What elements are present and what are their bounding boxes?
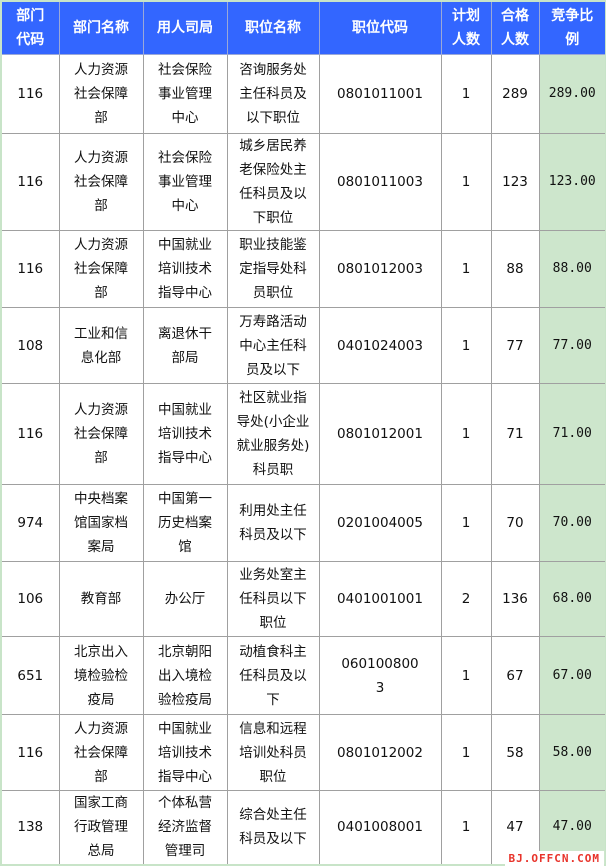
bureau-cell: 中国就业 培训技术 指导中心 — [142, 714, 228, 791]
table-row: 108 工业和信 息化部 离退休干 部局 万寿路活动 中心主任科 员及以下 040102… — [0, 307, 606, 384]
position-name-cell: 动植食科主 任科员及以 下 — [226, 636, 320, 715]
column-header: 职位代码 — [318, 0, 442, 55]
position-name-cell: 利用处主任 科员及以下 — [226, 484, 320, 562]
dept-name-cell: 国家工商 行政管理 总局 — [58, 790, 144, 865]
planned-count-cell: 1 — [440, 383, 492, 485]
position-name-cell: 万寿路活动 中心主任科 员及以下 — [226, 307, 320, 384]
dept-name-cell: 教育部 — [58, 561, 144, 637]
header-row: 部门 代码 部门名称 用人司局 职位名称 职位代码 计划 人数 合格 人数 竞争比 例 — [0, 0, 606, 55]
dept-code-cell: 651 — [0, 636, 60, 715]
watermark: BJ.OFFCN.COM — [504, 851, 604, 866]
table-row: 116 人力资源 社会保障 部中国就业 培训技术 指导中心 职业技能鉴 定指导处科 … — [0, 230, 606, 308]
column-header: 竞争比 例 — [538, 0, 606, 55]
table-row: 106 教育部 办公厅 业务处室主 任科员以下 职位 0401001001 2 136 68.… — [0, 561, 606, 637]
position-name-cell: 城乡居民养 老保险处主 任科员及以 下职位 — [226, 133, 320, 231]
planned-count-cell: 1 — [440, 307, 492, 384]
position-name-cell: 业务处室主 任科员以下 职位 — [226, 561, 320, 637]
dept-name-cell: 人力资源 社会保障 部 — [58, 714, 144, 791]
dept-code-cell: 106 — [0, 561, 60, 637]
competition-ratio-cell: 123.00 — [538, 133, 606, 231]
position-name-cell: 社区就业指 导处(小企业 就业服务处) 科员职 — [226, 383, 320, 485]
dept-name-cell: 工业和信 息化部 — [58, 307, 144, 384]
dept-name-cell: 中央档案 馆国家档 案局 — [58, 484, 144, 562]
competition-ratio-cell: 70.00 — [538, 484, 606, 562]
dept-code-cell: 974 — [0, 484, 60, 562]
dept-code-cell: 116 — [0, 54, 60, 134]
dept-name-cell: 人力资源 社会保障 部 — [58, 383, 144, 485]
bureau-cell: 个体私营 经济监督 管理司 — [142, 790, 228, 865]
table-row: 651 北京出入 境检验检 疫局 北京朝阳 出入境检 验检疫局 动植食科主 任科员及以… — [0, 636, 606, 715]
dept-code-cell: 116 — [0, 383, 60, 485]
qualified-count-cell: 123 — [490, 133, 540, 231]
qualified-count-cell: 70 — [490, 484, 540, 562]
planned-count-cell: 1 — [440, 714, 492, 791]
qualified-count-cell: 88 — [490, 230, 540, 308]
position-code-cell: 0801012003 — [318, 230, 442, 308]
competition-ratio-cell: 58.00 — [538, 714, 606, 791]
bureau-cell: 中国就业 培训技术 指导中心 — [142, 230, 228, 308]
column-header: 职位名称 — [226, 0, 320, 55]
table-row: 116 人力资源 社会保障 部中国就业 培训技术 指导中心 信息和远程 培训处科员 … — [0, 714, 606, 791]
position-code-cell: 0801012001 — [318, 383, 442, 485]
column-header: 计划 人数 — [440, 0, 492, 55]
competition-ratio-cell: 77.00 — [538, 307, 606, 384]
table-row: 974 中央档案 馆国家档 案局 中国第一 历史档案 馆利用处主任 科员及以下 020… — [0, 484, 606, 562]
planned-count-cell: 1 — [440, 230, 492, 308]
position-code-cell: 0401001001 — [318, 561, 442, 637]
position-name-cell: 咨询服务处 主任科员及 以下职位 — [226, 54, 320, 134]
planned-count-cell: 1 — [440, 790, 492, 865]
dept-name-cell: 北京出入 境检验检 疫局 — [58, 636, 144, 715]
competition-ratio-cell: 71.00 — [538, 383, 606, 485]
qualified-count-cell: 71 — [490, 383, 540, 485]
bureau-cell: 北京朝阳 出入境检 验检疫局 — [142, 636, 228, 715]
bureau-cell: 离退休干 部局 — [142, 307, 228, 384]
dept-code-cell: 116 — [0, 133, 60, 231]
planned-count-cell: 1 — [440, 636, 492, 715]
bureau-cell: 中国就业 培训技术 指导中心 — [142, 383, 228, 485]
dept-code-cell: 116 — [0, 230, 60, 308]
table-row: 116 人力资源 社会保障 部中国就业 培训技术 指导中心 社区就业指 导处(小企业… — [0, 383, 606, 485]
dept-name-cell: 人力资源 社会保障 部 — [58, 230, 144, 308]
qualified-count-cell: 58 — [490, 714, 540, 791]
competition-ratio-cell: 289.00 — [538, 54, 606, 134]
position-code-cell: 0401008001 — [318, 790, 442, 865]
position-code-cell: 0801012002 — [318, 714, 442, 791]
dept-code-cell: 108 — [0, 307, 60, 384]
competition-ratio-cell: 88.00 — [538, 230, 606, 308]
competition-ratio-cell: 67.00 — [538, 636, 606, 715]
planned-count-cell: 1 — [440, 484, 492, 562]
table-row: 116 人力资源 社会保障 部社会保险 事业管理 中心 咨询服务处 主任科员及 以下… — [0, 54, 606, 134]
table-row: 116 人力资源 社会保障 部社会保险 事业管理 中心 城乡居民养 老保险处主 任科… — [0, 133, 606, 231]
planned-count-cell: 1 — [440, 54, 492, 134]
position-code-cell: 0801011001 — [318, 54, 442, 134]
position-name-cell: 综合处主任 科员及以下 — [226, 790, 320, 865]
dept-name-cell: 人力资源 社会保障 部 — [58, 133, 144, 231]
qualified-count-cell: 136 — [490, 561, 540, 637]
dept-name-cell: 人力资源 社会保障 部 — [58, 54, 144, 134]
column-header: 用人司局 — [142, 0, 228, 55]
planned-count-cell: 1 — [440, 133, 492, 231]
position-name-cell: 职业技能鉴 定指导处科 员职位 — [226, 230, 320, 308]
position-code-cell: 0401024003 — [318, 307, 442, 384]
competition-ratio-cell: 68.00 — [538, 561, 606, 637]
qualified-count-cell: 289 — [490, 54, 540, 134]
planned-count-cell: 2 — [440, 561, 492, 637]
column-header: 合格 人数 — [490, 0, 540, 55]
bureau-cell: 社会保险 事业管理 中心 — [142, 133, 228, 231]
column-header: 部门 代码 — [0, 0, 60, 55]
qualified-count-cell: 67 — [490, 636, 540, 715]
qualified-count-cell: 77 — [490, 307, 540, 384]
dept-code-cell: 116 — [0, 714, 60, 791]
bureau-cell: 中国第一 历史档案 馆 — [142, 484, 228, 562]
position-code-cell: 060100800 3 — [318, 636, 442, 715]
position-name-cell: 信息和远程 培训处科员 职位 — [226, 714, 320, 791]
position-code-cell: 0801011003 — [318, 133, 442, 231]
column-header: 部门名称 — [58, 0, 144, 55]
position-code-cell: 0201004005 — [318, 484, 442, 562]
bureau-cell: 办公厅 — [142, 561, 228, 637]
bureau-cell: 社会保险 事业管理 中心 — [142, 54, 228, 134]
table-row: 138 国家工商 行政管理 总局 个体私营 经济监督 管理司 综合处主任 科员及以下 0… — [0, 790, 606, 865]
dept-code-cell: 138 — [0, 790, 60, 865]
